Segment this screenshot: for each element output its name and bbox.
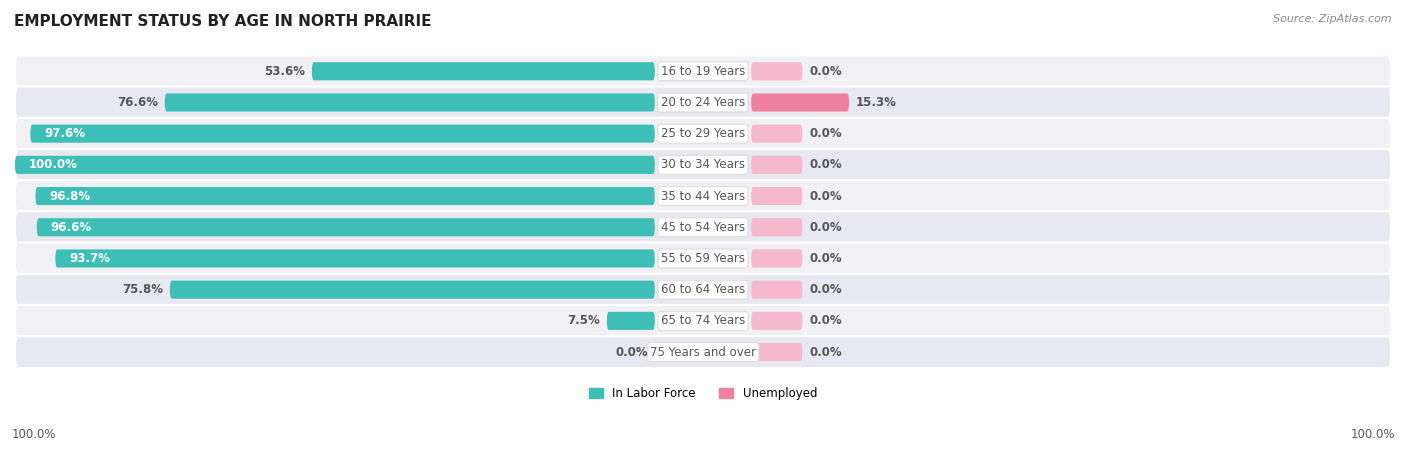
FancyBboxPatch shape (751, 62, 803, 80)
Text: 0.0%: 0.0% (810, 283, 842, 296)
Text: 30 to 34 Years: 30 to 34 Years (661, 158, 745, 171)
Text: 20 to 24 Years: 20 to 24 Years (661, 96, 745, 109)
Text: 60 to 64 Years: 60 to 64 Years (661, 283, 745, 296)
FancyBboxPatch shape (751, 125, 803, 143)
Text: 53.6%: 53.6% (264, 65, 305, 78)
Text: 25 to 29 Years: 25 to 29 Years (661, 127, 745, 140)
FancyBboxPatch shape (165, 94, 655, 112)
Text: 0.0%: 0.0% (616, 346, 648, 359)
FancyBboxPatch shape (15, 274, 1391, 306)
FancyBboxPatch shape (37, 218, 655, 236)
FancyBboxPatch shape (15, 180, 1391, 212)
FancyBboxPatch shape (15, 86, 1391, 118)
FancyBboxPatch shape (751, 312, 803, 330)
FancyBboxPatch shape (751, 218, 803, 236)
FancyBboxPatch shape (55, 249, 655, 267)
FancyBboxPatch shape (15, 243, 1391, 274)
Text: 0.0%: 0.0% (810, 221, 842, 234)
Text: 75.8%: 75.8% (122, 283, 163, 296)
FancyBboxPatch shape (35, 187, 655, 205)
Text: 55 to 59 Years: 55 to 59 Years (661, 252, 745, 265)
Text: 0.0%: 0.0% (810, 315, 842, 327)
Text: EMPLOYMENT STATUS BY AGE IN NORTH PRAIRIE: EMPLOYMENT STATUS BY AGE IN NORTH PRAIRI… (14, 14, 432, 28)
FancyBboxPatch shape (170, 281, 655, 299)
Text: 7.5%: 7.5% (567, 315, 600, 327)
Text: 0.0%: 0.0% (810, 189, 842, 202)
Text: 75 Years and over: 75 Years and over (650, 346, 756, 359)
FancyBboxPatch shape (312, 62, 655, 80)
Text: 0.0%: 0.0% (810, 346, 842, 359)
FancyBboxPatch shape (15, 212, 1391, 243)
FancyBboxPatch shape (15, 156, 655, 174)
FancyBboxPatch shape (15, 336, 1391, 368)
FancyBboxPatch shape (31, 125, 655, 143)
FancyBboxPatch shape (15, 118, 1391, 149)
FancyBboxPatch shape (15, 149, 1391, 181)
Text: 100.0%: 100.0% (11, 428, 56, 441)
Text: 97.6%: 97.6% (44, 127, 86, 140)
Text: 96.6%: 96.6% (51, 221, 91, 234)
FancyBboxPatch shape (15, 55, 1391, 87)
Text: 0.0%: 0.0% (810, 158, 842, 171)
Text: 96.8%: 96.8% (49, 189, 90, 202)
Text: 76.6%: 76.6% (117, 96, 157, 109)
Text: 100.0%: 100.0% (1350, 428, 1395, 441)
FancyBboxPatch shape (751, 94, 849, 112)
FancyBboxPatch shape (751, 156, 803, 174)
Text: 100.0%: 100.0% (28, 158, 77, 171)
Text: 16 to 19 Years: 16 to 19 Years (661, 65, 745, 78)
FancyBboxPatch shape (15, 305, 1391, 337)
FancyBboxPatch shape (607, 312, 655, 330)
Text: 35 to 44 Years: 35 to 44 Years (661, 189, 745, 202)
Legend: In Labor Force, Unemployed: In Labor Force, Unemployed (583, 382, 823, 405)
Text: 65 to 74 Years: 65 to 74 Years (661, 315, 745, 327)
FancyBboxPatch shape (751, 343, 803, 361)
Text: 15.3%: 15.3% (856, 96, 897, 109)
Text: 93.7%: 93.7% (69, 252, 110, 265)
FancyBboxPatch shape (751, 249, 803, 267)
Text: Source: ZipAtlas.com: Source: ZipAtlas.com (1274, 14, 1392, 23)
Text: 0.0%: 0.0% (810, 65, 842, 78)
FancyBboxPatch shape (751, 187, 803, 205)
FancyBboxPatch shape (751, 281, 803, 299)
Text: 45 to 54 Years: 45 to 54 Years (661, 221, 745, 234)
Text: 0.0%: 0.0% (810, 127, 842, 140)
Text: 0.0%: 0.0% (810, 252, 842, 265)
